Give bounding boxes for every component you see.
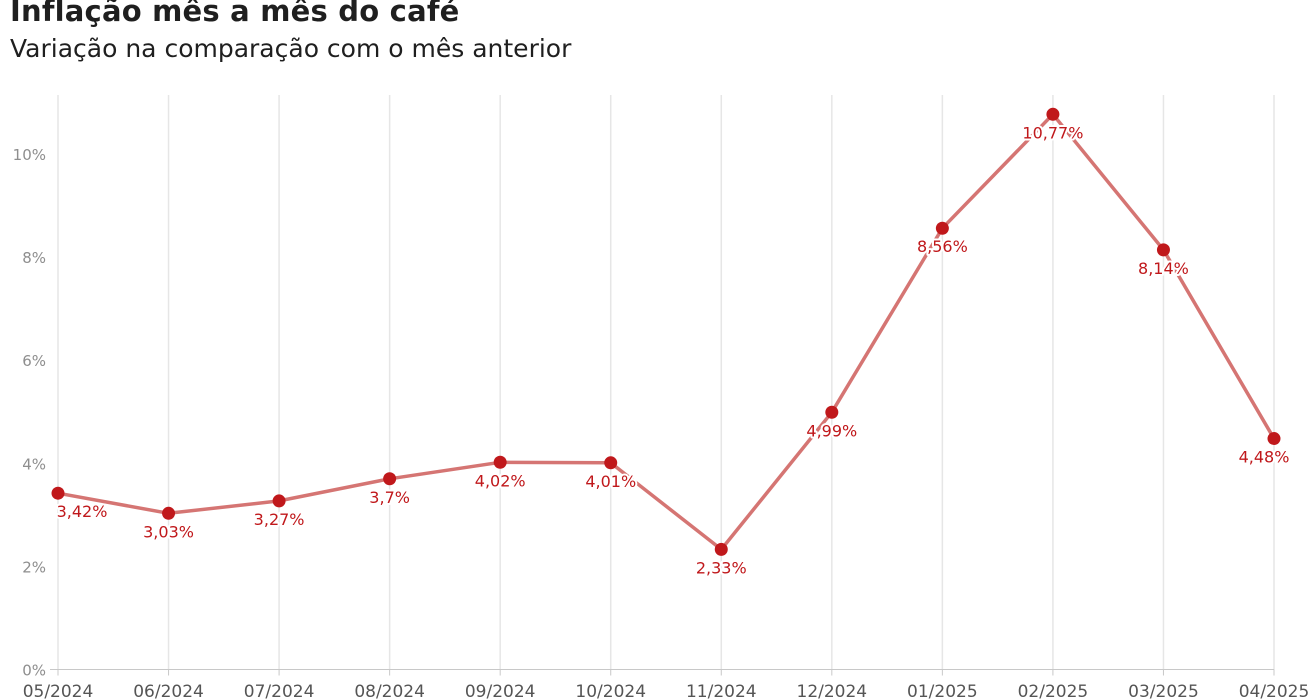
y-tick-label: 6% xyxy=(22,352,46,370)
data-point xyxy=(383,472,397,486)
series-line-layer xyxy=(56,112,1276,552)
data-point xyxy=(1156,243,1170,257)
chart-title: Inflação mês a mês do café xyxy=(10,0,460,28)
data-label: 2,33% xyxy=(696,558,747,577)
data-labels: 3,42% 3,03% 3,27% 3,7% 4,02% 4,01% 2,33% 4,99% 8… xyxy=(55,121,1292,579)
x-tick-label: 03/2025 xyxy=(1128,682,1199,699)
x-tick-label: 01/2025 xyxy=(907,682,978,699)
y-tick-label: 8% xyxy=(22,249,46,267)
x-tick-label: 09/2024 xyxy=(465,682,536,699)
x-tick-label: 06/2024 xyxy=(133,682,204,699)
data-point xyxy=(825,405,839,419)
x-tick-label: 07/2024 xyxy=(244,682,315,699)
y-tick-label: 2% xyxy=(22,558,46,576)
x-tick-label: 05/2024 xyxy=(23,682,94,699)
data-label: 3,27% xyxy=(254,510,305,529)
data-point xyxy=(604,456,618,470)
axes: 05/2024 06/2024 07/2024 08/2024 09/2024 10/20… xyxy=(13,146,1310,699)
x-tick-label: 12/2024 xyxy=(797,682,868,699)
data-label: 8,56% xyxy=(917,237,968,256)
data-label: 4,99% xyxy=(806,421,857,440)
data-label: 4,02% xyxy=(475,471,526,490)
data-label: 3,03% xyxy=(143,522,194,541)
data-label: 10,77% xyxy=(1022,123,1083,142)
y-tick-label: 0% xyxy=(22,662,46,680)
x-tick-label: 10/2024 xyxy=(575,682,646,699)
y-tick-label: 10% xyxy=(13,146,46,164)
x-tick-label: 02/2025 xyxy=(1018,682,1089,699)
x-tick-label: 04/2025 xyxy=(1239,682,1310,699)
data-label: 3,7% xyxy=(369,488,410,507)
data-point xyxy=(1267,432,1281,446)
x-tick-label: 11/2024 xyxy=(686,682,757,699)
data-point xyxy=(162,506,176,520)
x-tick-label: 08/2024 xyxy=(354,682,425,699)
data-point xyxy=(272,494,286,508)
data-label: 8,14% xyxy=(1138,259,1189,278)
data-point xyxy=(714,542,728,556)
data-point xyxy=(51,486,65,500)
gridlines xyxy=(57,95,1275,670)
y-tick-label: 4% xyxy=(22,455,46,473)
data-label: 3,42% xyxy=(57,502,108,521)
data-point xyxy=(935,221,949,235)
data-points xyxy=(51,107,1281,556)
chart-subtitle: Variação na comparação com o mês anterio… xyxy=(10,34,572,63)
series-line xyxy=(56,112,1276,552)
data-label: 4,48% xyxy=(1239,448,1290,467)
data-point xyxy=(1046,107,1060,121)
data-point xyxy=(493,455,507,469)
data-label: 4,01% xyxy=(585,472,636,491)
